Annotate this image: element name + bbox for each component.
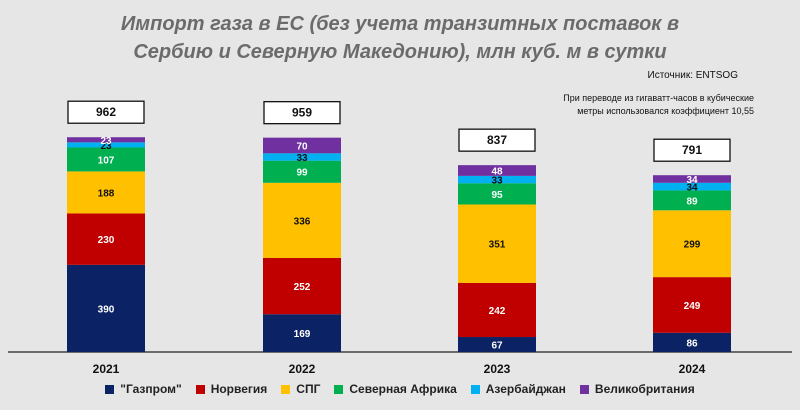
bar-segment-2024-4 bbox=[653, 190, 731, 211]
legend-swatch-3 bbox=[281, 384, 291, 394]
data-label-2022-4: 99 bbox=[296, 168, 308, 179]
total-label-2024: 791 bbox=[682, 143, 702, 157]
data-label-2024-4: 89 bbox=[686, 196, 698, 207]
total-label-2023: 837 bbox=[487, 133, 507, 147]
legend-label-4: Северная Африка bbox=[349, 382, 457, 396]
total-label-2021: 962 bbox=[96, 105, 116, 119]
source-note: Источник: ENTSOG bbox=[647, 70, 738, 81]
x-tick-label-2022: 2022 bbox=[289, 362, 316, 376]
bar-segment-2021-2 bbox=[67, 213, 145, 265]
conversion-note-line-2: метры использовался коэффициент 10,55 bbox=[577, 106, 754, 116]
data-label-2021-2: 230 bbox=[98, 235, 115, 246]
data-label-2022-2: 252 bbox=[294, 282, 311, 293]
bar-segment-2022-6 bbox=[263, 137, 341, 154]
chart-title-line-1: Импорт газа в ЕС (без учета транзитных п… bbox=[120, 13, 680, 35]
chart-legend: "Газпром" Норвегия СПГ Северная Африка Азерб… bbox=[0, 382, 800, 396]
total-box-2024 bbox=[653, 138, 731, 162]
data-label-2022-5: 33 bbox=[296, 153, 308, 164]
data-label-2023-2: 242 bbox=[489, 306, 506, 317]
x-tick-label-2024: 2024 bbox=[679, 362, 706, 376]
legend-swatch-5 bbox=[470, 384, 480, 394]
bar-segment-2024-1 bbox=[653, 332, 731, 352]
legend-label-3: СПГ bbox=[296, 382, 321, 396]
legend-item-3: СПГ bbox=[281, 382, 320, 396]
data-label-2024-6: 34 bbox=[686, 175, 698, 186]
total-box-2023 bbox=[458, 128, 536, 152]
legend-swatch-1 bbox=[105, 384, 115, 394]
bar-segment-2024-5 bbox=[653, 182, 731, 191]
bar-segment-2023-3 bbox=[458, 204, 536, 283]
total-box-2022 bbox=[263, 101, 341, 125]
data-label-2023-3: 351 bbox=[489, 240, 506, 251]
conversion-note: При переводе из гигаватт-часов в кубичес… bbox=[544, 92, 754, 118]
bar-segment-2021-4 bbox=[67, 147, 145, 172]
total-label-2022: 959 bbox=[292, 106, 312, 120]
data-label-2022-3: 336 bbox=[294, 216, 311, 227]
data-label-2021-3: 188 bbox=[98, 188, 115, 199]
data-label-2024-5: 34 bbox=[686, 183, 698, 194]
bar-segment-2024-2 bbox=[653, 277, 731, 333]
bar-segment-2023-6 bbox=[458, 165, 536, 176]
data-label-2024-1: 86 bbox=[686, 338, 698, 349]
data-label-2021-4: 107 bbox=[98, 155, 115, 166]
bar-segment-2022-3 bbox=[263, 182, 341, 258]
bar-segment-2022-4 bbox=[263, 160, 341, 183]
bar-segment-2022-1 bbox=[263, 314, 341, 352]
data-label-2021-6: 23 bbox=[100, 136, 112, 147]
legend-label-1: "Газпром" bbox=[120, 382, 182, 396]
bar-segment-2022-5 bbox=[263, 153, 341, 161]
data-label-2024-2: 249 bbox=[684, 301, 701, 312]
legend-label-2: Норвегия bbox=[210, 382, 268, 396]
stacked-bar-chart: 3902301881072323962202116925233699337095… bbox=[8, 100, 792, 376]
legend-item-6: Великобритания bbox=[579, 382, 695, 396]
data-label-2021-1: 390 bbox=[98, 304, 115, 315]
legend-item-2: Норвегия bbox=[195, 382, 268, 396]
bar-segment-2021-6 bbox=[67, 137, 145, 143]
legend-item-5: Азербайджан bbox=[470, 382, 566, 396]
data-label-2021-5: 23 bbox=[100, 141, 112, 152]
bar-segment-2021-1 bbox=[67, 264, 145, 352]
data-label-2022-6: 70 bbox=[296, 141, 308, 152]
bar-segment-2023-4 bbox=[458, 183, 536, 205]
legend-swatch-6 bbox=[579, 384, 589, 394]
legend-label-6: Великобритания bbox=[594, 382, 695, 396]
data-label-2023-5: 33 bbox=[491, 176, 503, 187]
conversion-note-line-1: При переводе из гигаватт-часов в кубичес… bbox=[563, 93, 754, 103]
bar-segment-2023-2 bbox=[458, 282, 536, 338]
x-tick-label-2023: 2023 bbox=[484, 362, 511, 376]
legend-item-1: "Газпром" bbox=[105, 382, 182, 396]
legend-swatch-2 bbox=[195, 384, 205, 394]
x-tick-label-2021: 2021 bbox=[93, 362, 120, 376]
chart-title: Импорт газа в ЕС (без учета транзитных п… bbox=[0, 10, 800, 66]
chart-title-line-2: Сербию и Северную Македонию), млн куб. м… bbox=[133, 41, 667, 63]
bar-segment-2023-5 bbox=[458, 175, 536, 184]
bar-segment-2024-6 bbox=[653, 175, 731, 183]
bar-segment-2021-5 bbox=[67, 142, 145, 148]
legend-label-5: Азербайджан bbox=[485, 382, 566, 396]
legend-item-4: Северная Африка bbox=[334, 382, 457, 396]
bar-segment-2023-1 bbox=[458, 337, 536, 352]
data-label-2023-6: 48 bbox=[491, 167, 503, 178]
data-label-2023-4: 95 bbox=[491, 190, 503, 201]
bar-segment-2024-3 bbox=[653, 210, 731, 278]
legend-swatch-4 bbox=[334, 384, 344, 394]
data-label-2022-1: 169 bbox=[294, 329, 311, 340]
total-box-2021 bbox=[67, 100, 145, 124]
data-label-2023-1: 67 bbox=[491, 341, 503, 352]
bar-segment-2021-3 bbox=[67, 171, 145, 214]
data-label-2024-3: 299 bbox=[684, 240, 701, 251]
bar-segment-2022-2 bbox=[263, 257, 341, 315]
